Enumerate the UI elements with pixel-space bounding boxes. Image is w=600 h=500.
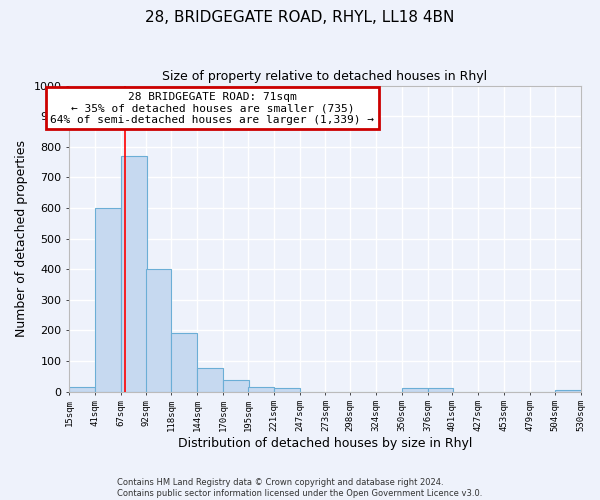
Title: Size of property relative to detached houses in Rhyl: Size of property relative to detached ho… <box>162 70 487 83</box>
Bar <box>248 387 274 392</box>
Bar <box>146 269 172 392</box>
Bar <box>121 156 146 392</box>
Text: 28, BRIDGEGATE ROAD, RHYL, LL18 4BN: 28, BRIDGEGATE ROAD, RHYL, LL18 4BN <box>145 10 455 25</box>
Bar <box>172 334 197 392</box>
Bar <box>223 380 249 392</box>
X-axis label: Distribution of detached houses by size in Rhyl: Distribution of detached houses by size … <box>178 437 472 450</box>
Bar <box>402 388 428 392</box>
Bar <box>274 388 299 392</box>
Bar <box>428 388 454 392</box>
Bar <box>69 387 95 392</box>
Bar <box>95 208 121 392</box>
Text: Contains HM Land Registry data © Crown copyright and database right 2024.
Contai: Contains HM Land Registry data © Crown c… <box>118 478 482 498</box>
Y-axis label: Number of detached properties: Number of detached properties <box>15 140 28 337</box>
Bar <box>197 368 223 392</box>
Bar <box>554 390 581 392</box>
Text: 28 BRIDGEGATE ROAD: 71sqm
← 35% of detached houses are smaller (735)
64% of semi: 28 BRIDGEGATE ROAD: 71sqm ← 35% of detac… <box>50 92 374 125</box>
